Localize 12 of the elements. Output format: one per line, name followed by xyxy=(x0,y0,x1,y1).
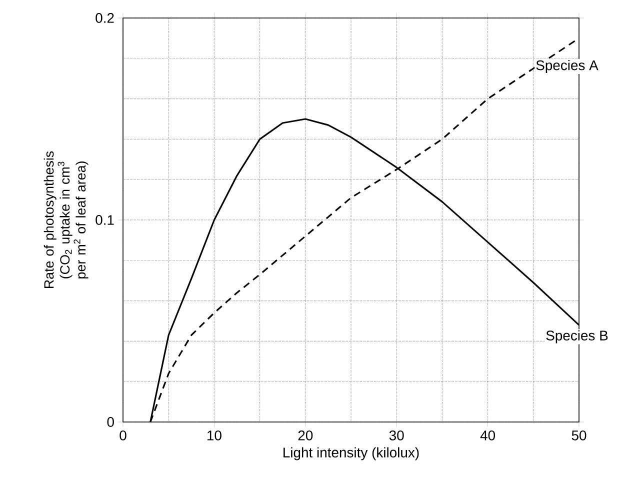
y-tick-label: 0.2 xyxy=(96,13,114,23)
y-tick-label: 0.1 xyxy=(96,215,114,225)
x-tick-label: 50 xyxy=(572,430,586,440)
x-tick-label: 10 xyxy=(208,430,222,440)
x-tick-label: 20 xyxy=(298,430,313,440)
x-tick-label: 0 xyxy=(120,430,126,440)
series-label: Species B xyxy=(546,330,608,344)
series-label: Species A xyxy=(536,60,598,73)
x-tick-label: 40 xyxy=(480,430,496,440)
y-tick-label: 0 xyxy=(107,417,114,427)
x-axis-title: Light intensity (kilolux) xyxy=(284,447,419,460)
x-tick-label: 30 xyxy=(389,430,404,440)
